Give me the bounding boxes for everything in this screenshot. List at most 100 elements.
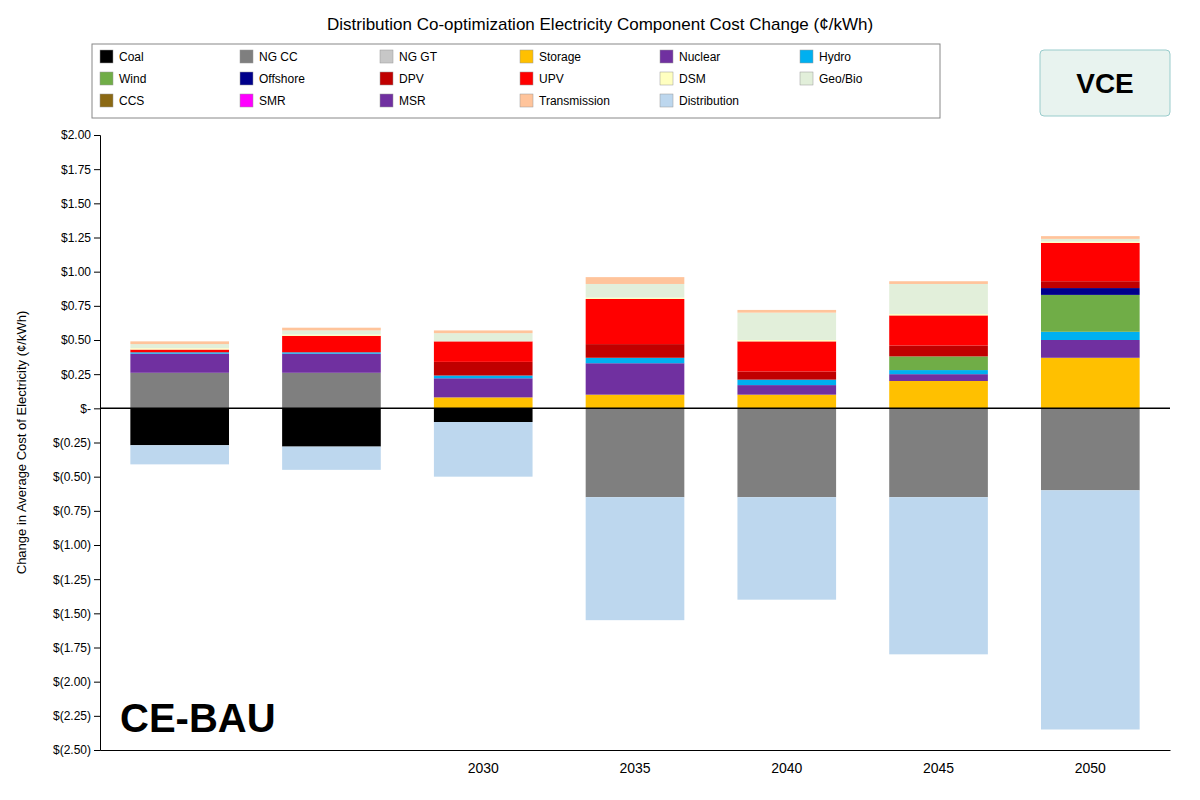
bar	[130, 341, 229, 344]
bar	[889, 314, 988, 315]
tick: $(1.50)	[53, 607, 100, 621]
bar	[434, 341, 533, 362]
tick: $(2.25)	[53, 709, 100, 723]
legend-item: SMR	[240, 94, 286, 108]
axis-line	[101, 750, 1171, 751]
y-axis-label: Change in Average Cost of Electricity (¢…	[14, 311, 29, 575]
legend-swatch	[520, 50, 533, 63]
bar	[586, 344, 685, 358]
bar	[889, 370, 988, 374]
bar	[889, 345, 988, 356]
tick-mark	[94, 579, 100, 580]
annotation: CE-BAU	[120, 696, 276, 740]
tick: $(1.25)	[53, 573, 100, 587]
tick-label: $0.25	[61, 368, 91, 382]
bar	[737, 395, 836, 409]
bar	[130, 352, 229, 353]
bar	[737, 313, 836, 340]
legend-swatch	[240, 50, 253, 63]
zero-line	[100, 408, 1170, 410]
tick-label: $1.00	[61, 265, 91, 279]
legend-item: Wind	[100, 72, 146, 86]
bar	[130, 344, 229, 348]
legend-swatch	[240, 94, 253, 107]
bar	[1041, 288, 1140, 295]
tick-label: 2050	[1075, 760, 1106, 776]
tick: $(2.50)	[53, 743, 100, 757]
bar	[1041, 243, 1140, 281]
legend-item: Hydro	[800, 50, 851, 64]
bar	[889, 356, 988, 370]
tick-label: $0.75	[61, 299, 91, 313]
tick-label: $(2.50)	[53, 743, 91, 757]
legend-swatch	[240, 72, 253, 85]
tick: $(2.00)	[53, 675, 100, 689]
legend-item: Storage	[520, 50, 581, 64]
legend-frame	[92, 44, 940, 118]
tick-label: $1.25	[61, 231, 91, 245]
bar	[889, 284, 988, 314]
tick-mark	[94, 408, 100, 409]
legend-item: MSR	[380, 94, 426, 108]
legend-label: Storage	[539, 50, 581, 64]
tick-mark	[94, 169, 100, 170]
tick: $0.50	[61, 333, 100, 347]
bar	[586, 408, 685, 497]
tick-label: $(1.00)	[53, 538, 91, 552]
bar	[737, 340, 836, 341]
tick: 2030	[468, 760, 499, 776]
tick: $0.75	[61, 299, 100, 313]
tick: $(0.25)	[53, 436, 100, 450]
legend-label: DPV	[399, 72, 424, 86]
bar	[889, 374, 988, 381]
tick: $1.50	[61, 197, 100, 211]
series	[130, 239, 1139, 348]
tick: $(0.75)	[53, 504, 100, 518]
tick: $0.25	[61, 368, 100, 382]
bar	[434, 408, 533, 422]
tick: 2050	[1075, 760, 1106, 776]
bar	[586, 299, 685, 344]
tick-label: $-	[80, 402, 91, 416]
tick-mark	[94, 272, 100, 273]
bar	[282, 330, 381, 334]
bar	[1041, 236, 1140, 239]
bars	[130, 236, 1139, 729]
legend-item: Coal	[100, 50, 144, 64]
tick: $(0.50)	[53, 470, 100, 484]
bar	[282, 336, 381, 352]
bar	[130, 408, 229, 445]
legend-label: Coal	[119, 50, 144, 64]
bar	[434, 397, 533, 408]
x-axis: 20302035204020452050	[101, 751, 1171, 776]
series	[130, 242, 1139, 350]
series	[130, 340, 1139, 397]
tick: $1.25	[61, 231, 100, 245]
bar	[434, 376, 533, 379]
tick-mark	[94, 545, 100, 546]
legend-label: NG CC	[259, 50, 298, 64]
tick-mark	[94, 511, 100, 512]
tick-label: 2035	[619, 760, 650, 776]
bar	[737, 341, 836, 371]
legend-item: DPV	[380, 72, 424, 86]
legend-item: Geo/Bio	[800, 72, 863, 86]
bar	[586, 298, 685, 299]
bar	[130, 354, 229, 373]
series	[1041, 288, 1140, 295]
legend-item: NG CC	[240, 50, 298, 64]
bar	[586, 284, 685, 298]
legend-label: Hydro	[819, 50, 851, 64]
annotation: VCE	[1076, 68, 1134, 99]
tick-label: $0.50	[61, 333, 91, 347]
legend-label: Distribution	[679, 94, 739, 108]
legend-item: Nuclear	[660, 50, 720, 64]
legend-swatch	[660, 72, 673, 85]
bar	[1041, 490, 1140, 729]
tick-label: $(2.00)	[53, 675, 91, 689]
bar	[434, 362, 533, 376]
tick-mark	[94, 750, 100, 751]
legend-swatch	[800, 72, 813, 85]
legend-label: Nuclear	[679, 50, 720, 64]
legend-label: Offshore	[259, 72, 305, 86]
